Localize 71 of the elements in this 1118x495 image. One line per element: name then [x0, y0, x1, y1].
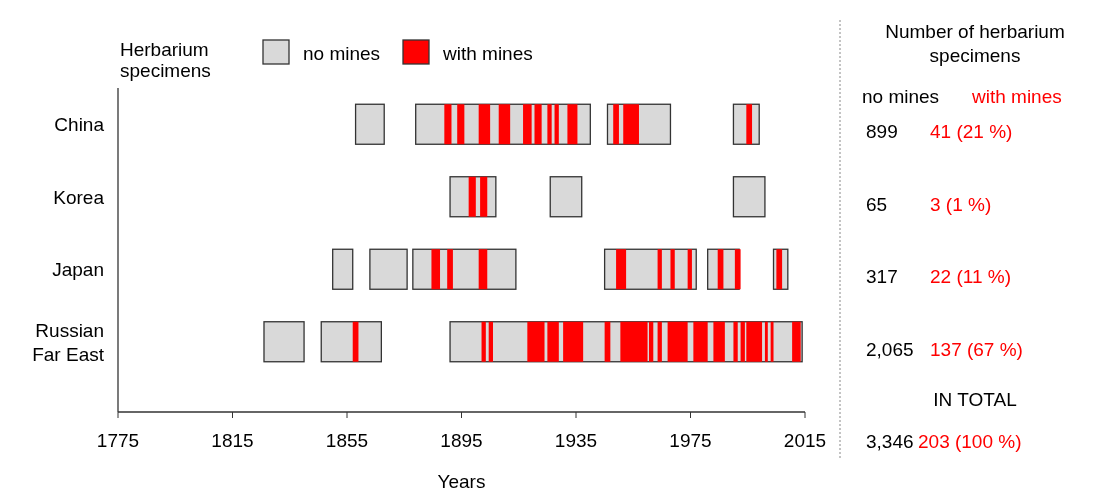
bar — [457, 104, 465, 145]
bar — [468, 176, 476, 217]
bar — [547, 104, 552, 145]
bar — [657, 249, 662, 290]
bar — [488, 321, 493, 362]
bar — [732, 176, 766, 218]
legend-label: no mines — [303, 43, 381, 64]
x-axis-title: Years — [437, 471, 486, 492]
x-tick-label: 1775 — [96, 430, 140, 451]
bar — [792, 321, 801, 362]
x-tick-label: 2015 — [783, 430, 827, 451]
bar — [693, 321, 708, 362]
bar — [616, 249, 627, 290]
bar — [770, 321, 774, 362]
x-tick-label: 1975 — [669, 430, 712, 451]
bar — [320, 321, 382, 363]
text: 203 (100 %) — [918, 431, 1022, 452]
bar — [478, 104, 491, 145]
bar — [734, 249, 741, 290]
bar — [523, 104, 532, 145]
y-tick-label: Japan — [52, 259, 104, 281]
y-tick-label: Russian Far East — [32, 319, 105, 365]
text: 137 (67 %) — [930, 338, 1023, 360]
legend-label: with mines — [442, 43, 533, 64]
x-tick-label: 1895 — [440, 430, 483, 451]
bar — [534, 104, 542, 145]
bar — [527, 321, 545, 362]
bar — [431, 249, 441, 290]
legend-title: Herbarium specimens — [120, 39, 211, 81]
bar — [733, 321, 738, 362]
bar — [498, 104, 511, 145]
bar — [480, 176, 488, 217]
bar — [713, 321, 725, 362]
bar — [657, 321, 662, 362]
bar — [567, 104, 578, 145]
bar — [369, 248, 408, 290]
bar — [746, 104, 753, 145]
bar — [549, 176, 583, 218]
x-tick-label: 1935 — [554, 430, 598, 451]
text: 3 (1 %) — [930, 193, 992, 215]
text: 899 — [866, 121, 898, 143]
text: 3,346 — [866, 431, 914, 452]
text: 317 — [866, 266, 898, 288]
bar — [670, 249, 675, 290]
bar — [563, 321, 584, 362]
bar — [447, 249, 453, 290]
text: no mines — [862, 86, 940, 107]
bar — [444, 104, 452, 145]
text: 65 — [866, 193, 888, 215]
bar — [687, 249, 692, 290]
y-tick-label: Korea — [53, 186, 105, 208]
bar — [332, 248, 354, 290]
text: with mines — [971, 86, 1062, 107]
text: 41 (21 %) — [930, 121, 1013, 143]
bar — [263, 321, 305, 363]
bar — [667, 321, 688, 362]
text: IN TOTAL — [933, 389, 1017, 410]
bar — [554, 104, 559, 145]
bar — [478, 249, 488, 290]
text: Number of herbarium specimens — [885, 21, 1065, 66]
bar — [623, 104, 639, 145]
bar — [547, 321, 559, 362]
bar — [481, 321, 486, 362]
bar — [613, 104, 619, 145]
text: 22 (11 %) — [930, 266, 1011, 288]
x-tick-label: 1815 — [211, 430, 254, 451]
y-tick-label: China — [54, 114, 105, 136]
x-tick-label: 1855 — [325, 430, 369, 451]
bar — [354, 103, 385, 145]
bar — [764, 321, 768, 362]
text: 2,065 — [866, 338, 914, 360]
